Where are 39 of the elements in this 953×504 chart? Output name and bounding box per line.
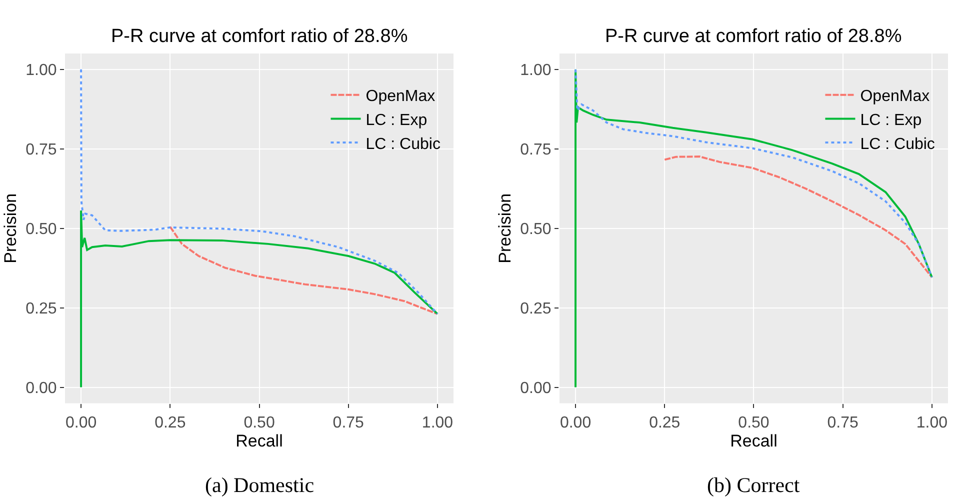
y-tick-label: 0.50 [26,220,57,238]
x-tick-label: 0.50 [738,414,770,432]
y-tick-label: 0.25 [26,300,57,318]
line-series [574,68,933,278]
legend-label: LC : Exp [366,112,428,129]
y-tick-label: 1.00 [26,62,57,80]
x-tick-label: 0.25 [649,414,680,432]
x-tick-label: 0.75 [332,414,364,432]
line-series [169,226,438,315]
y-axis-title: Precision [1,193,20,264]
line-series [80,68,438,315]
y-tick-label: 0.00 [26,380,57,397]
y-tick-label: 0.50 [520,220,552,238]
x-tick-label: 0.00 [560,414,592,432]
legend-label: LC : Cubic [860,136,935,153]
x-tick-label: 1.00 [422,414,454,432]
text: (b) Correct [707,473,800,497]
y-axis-title: Precision [496,193,515,264]
x-tick-label: 0.50 [244,414,275,432]
line-series [80,210,438,388]
legend-label: OpenMax [366,88,436,106]
legend-label: OpenMax [860,88,930,106]
y-tick-label: 0.00 [520,380,552,397]
y-tick-label: 0.75 [520,141,552,158]
chart-title: P-R curve at comfort ratio of 28.8% [605,26,902,47]
x-tick-label: 0.00 [65,414,97,432]
x-tick-label: 0.75 [827,414,859,432]
x-axis-title: Recall [236,431,283,450]
legend-label: LC : Exp [860,112,922,129]
x-tick-label: 1.00 [916,414,948,432]
text: (a) Domestic [205,473,314,497]
x-axis-title: Recall [730,431,778,450]
y-tick-label: 1.00 [520,62,552,80]
line-series [664,156,933,278]
chart-title: P-R curve at comfort ratio of 28.8% [111,26,408,47]
x-tick-label: 0.25 [154,414,186,432]
y-tick-label: 0.75 [26,141,57,158]
y-tick-label: 0.25 [520,300,552,318]
legend-label: LC : Cubic [366,136,440,153]
